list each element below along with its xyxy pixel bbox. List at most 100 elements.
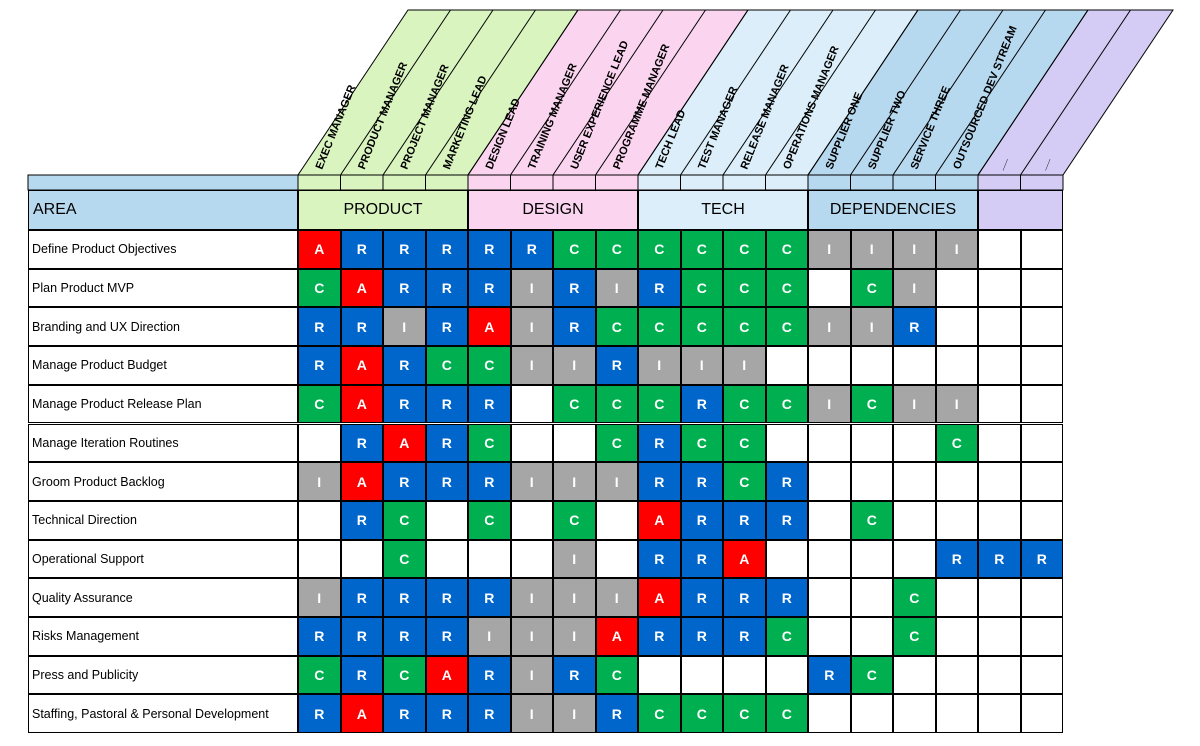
raci-cell: C [638,230,681,269]
group-header-dependencies: DEPENDENCIES [808,190,978,230]
column-divider [680,9,791,176]
raci-cell [850,694,893,734]
raci-cell: C [680,230,723,269]
role-strip-cell [722,174,766,191]
raci-cell: R [340,617,383,656]
raci-cell [893,500,936,540]
raci-cell [893,655,936,695]
raci-cell: C [383,655,426,695]
raci-cell: C [893,578,936,617]
raci-cell [553,423,596,463]
raci-cell [808,346,851,385]
raci-cell: R [425,307,468,347]
raci-cell: C [680,694,723,734]
role-strip-cell [1020,174,1064,191]
raci-cell [935,578,978,617]
raci-cell [1020,500,1063,540]
raci-cell: I [510,268,553,308]
raci-cell: A [340,268,383,308]
raci-cell: C [638,694,681,734]
role-strip-cell [510,174,554,191]
raci-cell: C [553,500,596,540]
column-divider [977,9,1089,176]
role-label: __ [1036,154,1052,172]
raci-cell: A [595,617,638,656]
raci-cell: R [1020,539,1063,579]
raci-cell: A [638,578,681,617]
raci-cell [808,462,851,501]
row-area-label: Risks Management [28,617,298,656]
raci-cell: I [595,578,638,617]
raci-cell: I [298,578,341,617]
raci-cell: C [468,500,511,540]
raci-cell: C [765,384,808,424]
row-area-label: Press and Publicity [28,655,298,695]
raci-cell: C [595,307,638,347]
column-divider [765,9,876,176]
raci-cell: C [298,655,341,695]
raci-cell: C [723,462,766,501]
row-area-label: Groom Product Backlog [28,462,298,501]
raci-cell: R [468,230,511,269]
raci-cell: A [638,500,681,540]
raci-cell [978,268,1021,308]
raci-cell [893,462,936,501]
raci-cell: C [850,384,893,424]
raci-cell: C [850,268,893,308]
raci-cell: R [425,578,468,617]
raci-cell [1020,617,1063,656]
raci-cell: R [680,539,723,579]
role-label: __ [993,154,1009,172]
raci-cell: A [340,346,383,385]
raci-cell: I [553,539,596,579]
raci-cell [468,539,511,579]
role-strip-cell [680,174,724,191]
raci-cell [978,694,1021,734]
raci-cell [425,500,468,540]
column-divider [637,9,749,176]
raci-cell [1020,346,1063,385]
raci-cell: I [595,268,638,308]
raci-cell: R [935,539,978,579]
raci-cell: C [425,346,468,385]
row-area-label: Technical Direction [28,500,298,540]
raci-cell: R [425,268,468,308]
raci-cell [808,578,851,617]
raci-cell: R [765,462,808,501]
area-header: AREA [28,190,298,230]
raci-cell: R [383,230,426,269]
raci-cell [850,539,893,579]
raci-cell [298,539,341,579]
raci-cell [978,655,1021,695]
raci-cell: I [510,578,553,617]
raci-cell: I [383,307,426,347]
role-strip-cell [552,174,596,191]
raci-cell [425,539,468,579]
raci-cell [765,423,808,463]
role-strip-cell [467,174,511,191]
raci-cell [935,655,978,695]
column-divider [467,9,579,176]
raci-cell: R [468,462,511,501]
column-divider [595,9,706,176]
raci-cell: R [638,617,681,656]
role-strip-cell [807,174,851,191]
raci-cell: I [595,462,638,501]
raci-cell [1020,462,1063,501]
raci-cell: I [850,230,893,269]
role-strip-cell [935,174,979,191]
raci-cell [978,462,1021,501]
raci-cell [850,578,893,617]
column-divider [807,9,919,176]
role-strip-cell [425,174,469,191]
raci-cell: R [340,423,383,463]
role-strip-cell [340,174,384,191]
raci-cell: R [723,500,766,540]
raci-cell [808,423,851,463]
role-strip-cell [765,174,809,191]
group-header-product: PRODUCT [298,190,468,230]
raci-cell [765,655,808,695]
raci-cell [935,694,978,734]
raci-cell [340,539,383,579]
